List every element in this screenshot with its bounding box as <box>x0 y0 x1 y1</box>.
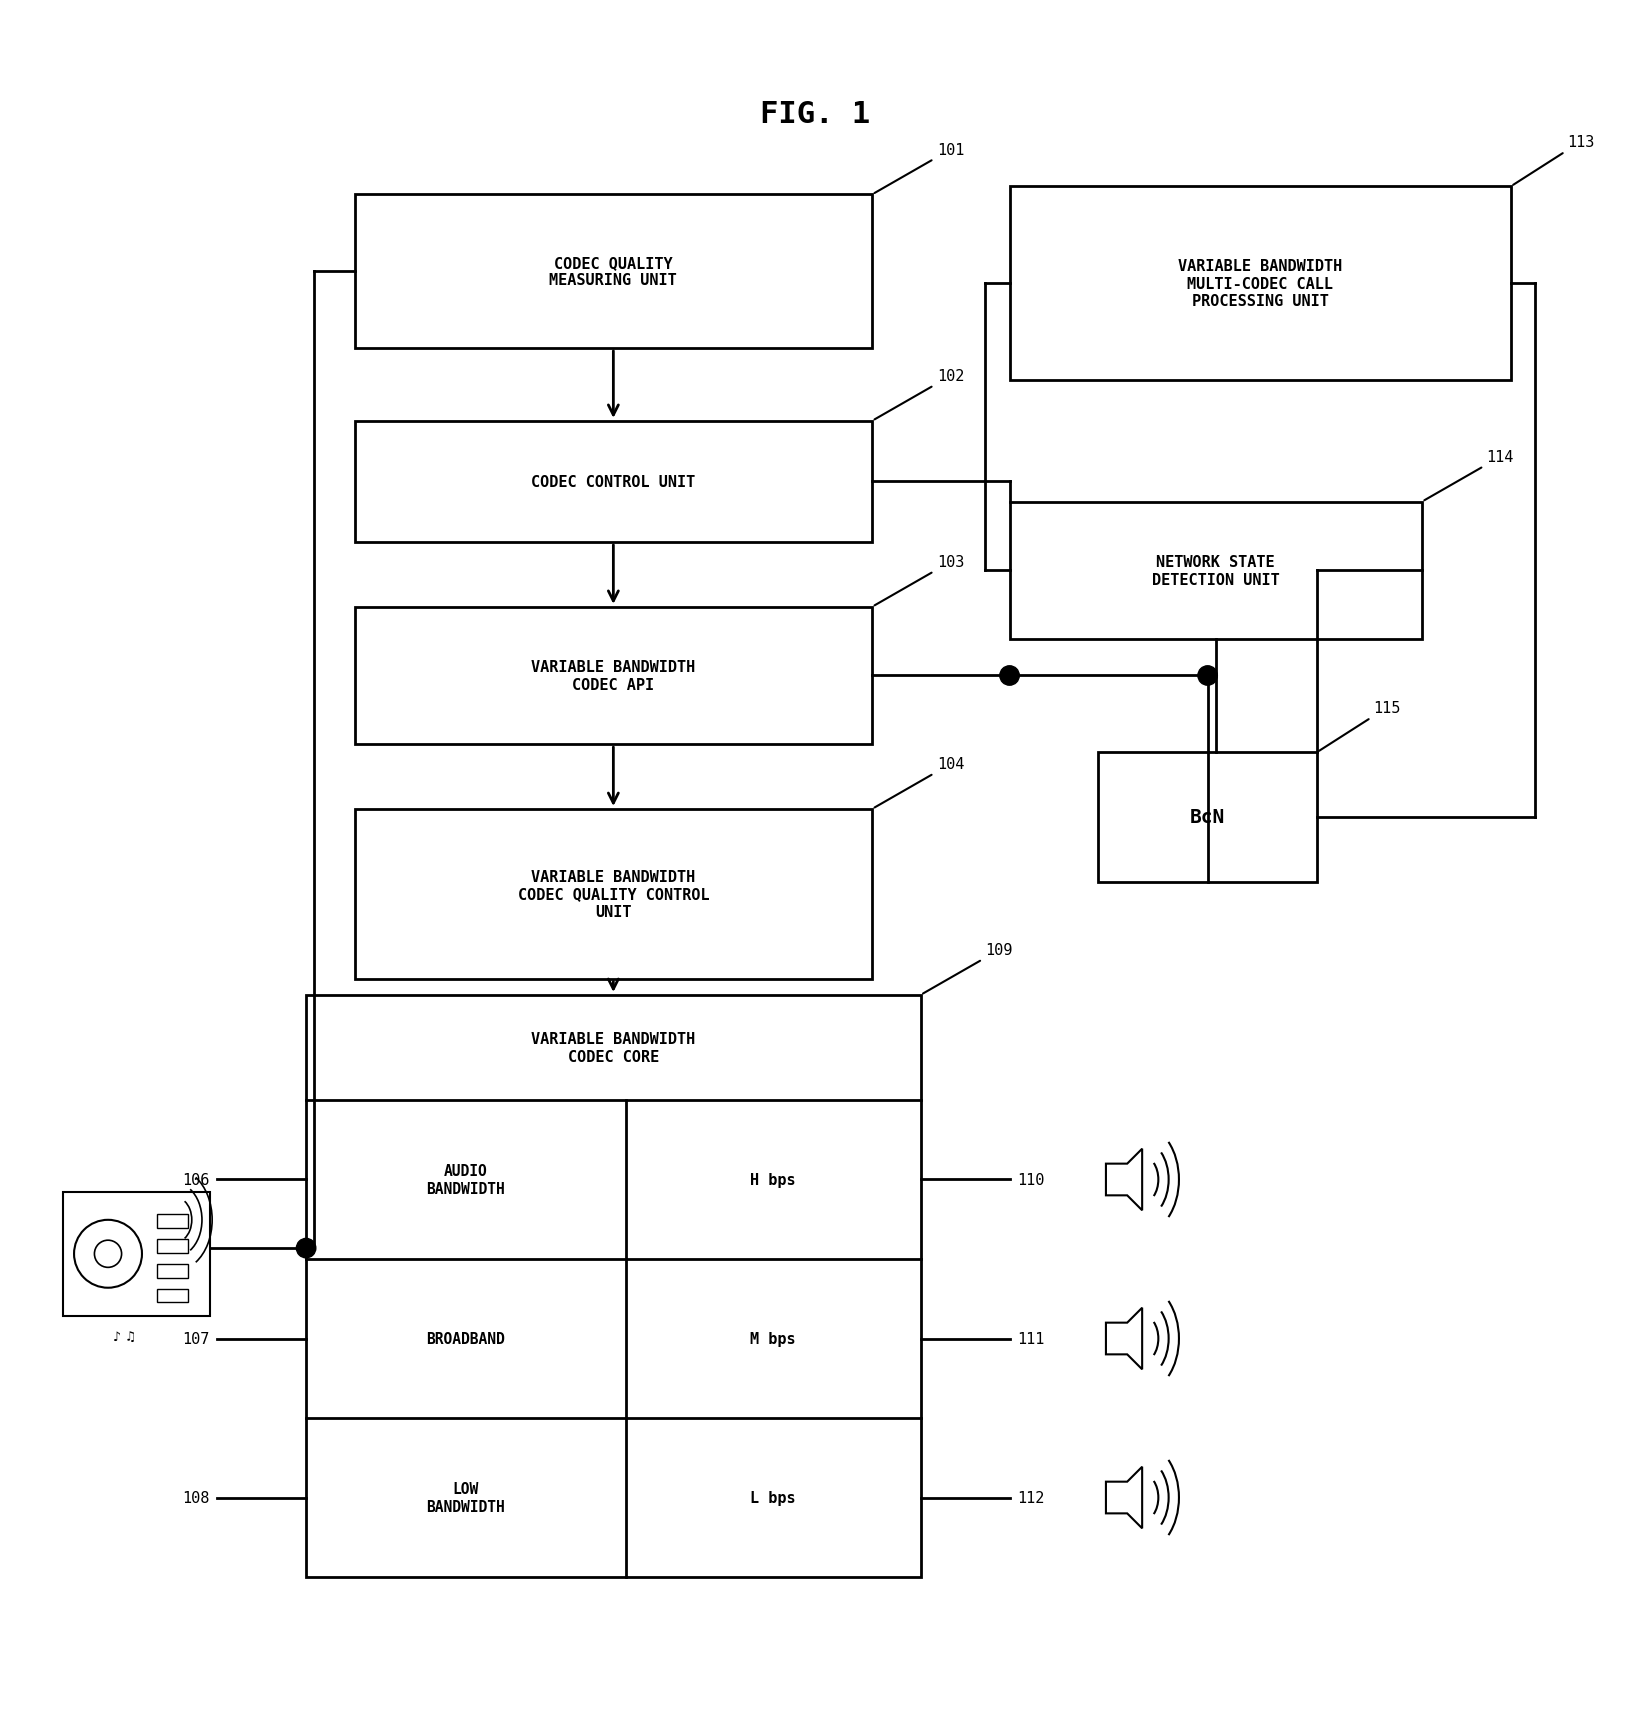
Text: 101: 101 <box>874 142 963 194</box>
Bar <box>354 608 872 745</box>
Text: 109: 109 <box>923 942 1012 994</box>
Text: 113: 113 <box>1513 135 1594 185</box>
Text: VARIABLE BANDWIDTH
MULTI-CODEC CALL
PROCESSING UNIT: VARIABLE BANDWIDTH MULTI-CODEC CALL PROC… <box>1177 260 1341 308</box>
Text: LOW
BANDWIDTH: LOW BANDWIDTH <box>425 1481 505 1514</box>
Text: AUDIO
BANDWIDTH: AUDIO BANDWIDTH <box>425 1164 505 1197</box>
Bar <box>354 809 872 979</box>
Text: BROADBAND: BROADBAND <box>425 1332 505 1346</box>
Bar <box>1009 502 1421 639</box>
Text: FIG. 1: FIG. 1 <box>760 100 870 128</box>
Text: CODEC CONTROL UNIT: CODEC CONTROL UNIT <box>531 475 694 490</box>
Bar <box>156 1214 189 1228</box>
Text: NETWORK STATE
DETECTION UNIT: NETWORK STATE DETECTION UNIT <box>1151 554 1280 587</box>
Text: 108: 108 <box>181 1490 209 1505</box>
Text: 114: 114 <box>1423 450 1513 501</box>
Text: 106: 106 <box>181 1173 209 1188</box>
Text: 103: 103 <box>874 554 963 606</box>
Text: 102: 102 <box>874 369 963 421</box>
Text: 107: 107 <box>181 1332 209 1346</box>
Circle shape <box>95 1240 122 1268</box>
Text: ♪ ♫: ♪ ♫ <box>114 1330 137 1342</box>
Polygon shape <box>1105 1148 1141 1211</box>
Bar <box>1009 187 1509 381</box>
Polygon shape <box>1105 1308 1141 1370</box>
Text: 112: 112 <box>1017 1490 1045 1505</box>
Bar <box>354 196 872 348</box>
Text: 115: 115 <box>1319 700 1400 752</box>
Bar <box>1099 753 1315 882</box>
Text: BcN: BcN <box>1190 809 1224 826</box>
Text: VARIABLE BANDWIDTH
CODEC API: VARIABLE BANDWIDTH CODEC API <box>531 660 694 693</box>
Text: 110: 110 <box>1017 1173 1045 1188</box>
Bar <box>354 421 872 542</box>
Text: CODEC QUALITY
MEASURING UNIT: CODEC QUALITY MEASURING UNIT <box>549 256 676 288</box>
Text: 111: 111 <box>1017 1332 1045 1346</box>
Bar <box>156 1264 189 1278</box>
Bar <box>62 1192 210 1316</box>
Circle shape <box>999 667 1019 686</box>
Text: VARIABLE BANDWIDTH
CODEC QUALITY CONTROL
UNIT: VARIABLE BANDWIDTH CODEC QUALITY CONTROL… <box>517 869 709 920</box>
Text: M bps: M bps <box>750 1332 795 1346</box>
Circle shape <box>297 1238 316 1257</box>
Bar <box>306 996 919 1578</box>
Circle shape <box>73 1219 142 1289</box>
Text: VARIABLE BANDWIDTH
CODEC CORE: VARIABLE BANDWIDTH CODEC CORE <box>531 1032 694 1063</box>
Circle shape <box>1196 667 1216 686</box>
Text: H bps: H bps <box>750 1173 795 1188</box>
Text: L bps: L bps <box>750 1490 795 1505</box>
Polygon shape <box>1105 1467 1141 1528</box>
Bar <box>156 1289 189 1302</box>
Text: 104: 104 <box>874 757 963 809</box>
Bar <box>156 1240 189 1252</box>
